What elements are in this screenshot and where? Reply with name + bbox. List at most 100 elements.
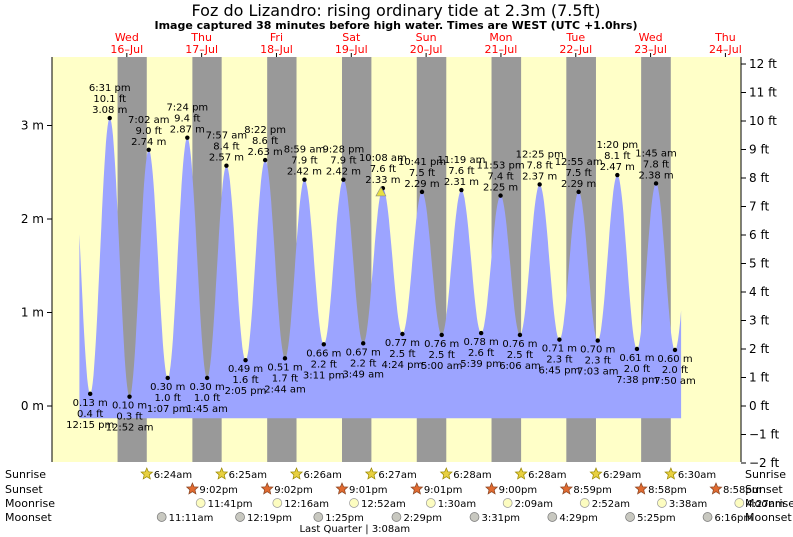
tide-ft-label: 2.2 ft [311, 359, 337, 370]
tide-ft-label: 7.6 ft [448, 166, 474, 177]
tide-point [400, 331, 405, 337]
tide-point [127, 394, 132, 399]
day-date: 17–Jul [185, 43, 218, 56]
sunset-icon [485, 482, 499, 495]
astro-rows: Sunrise Sunrise 6:24am 6:25am 6:26am 6:27am 6:… [5, 467, 793, 535]
right-tick-label: 11 ft [749, 86, 777, 100]
tide-time-label: 7:03 am [577, 367, 619, 378]
tide-point [634, 346, 640, 352]
sunset-icon [335, 482, 349, 495]
sunrise-time: 6:24am [154, 470, 192, 481]
tide-time-label: 5:00 am [421, 361, 463, 372]
tide-m-label: 0.71 m [542, 344, 577, 355]
tide-m-label: 0.78 m [464, 337, 499, 348]
moonrise-icon [502, 498, 513, 508]
tide-m-label: 2.29 m [404, 179, 439, 190]
left-tick-label: 0 m [21, 399, 44, 413]
tide-ft-label: 1.6 ft [232, 375, 258, 386]
tide-m-label: 0.51 m [267, 362, 302, 373]
tide-m-label: 2.25 m [483, 183, 518, 194]
day-date: 24–Jul [709, 43, 742, 56]
now-marker [375, 186, 387, 197]
right-tick-label: 3 ft [749, 314, 769, 328]
tide-ft-label: 7.5 ft [409, 168, 435, 179]
sunrise-time: 6:28am [453, 470, 491, 481]
sunrise-label-left: Sunrise [5, 468, 46, 481]
tide-point [185, 135, 190, 140]
day-name: Fri [270, 31, 283, 44]
tide-point [478, 330, 484, 336]
page-title: Foz do Lizandro: rising ordinary tide at… [192, 1, 601, 20]
tide-ft-label: 2.2 ft [350, 358, 376, 369]
tide-time-label: 5:39 pm [460, 359, 502, 370]
moonset-time: 5:25pm [637, 513, 676, 524]
tide-time-label: 1:20 pm [596, 140, 638, 151]
right-tick-label: 2 ft [749, 342, 769, 356]
tide-point [87, 391, 93, 397]
tide-point [537, 182, 542, 187]
tide-time-label: 11:53 pm [477, 161, 525, 172]
moonset-time: 4:29pm [559, 513, 598, 524]
moonset-icon [156, 512, 167, 522]
sunrise-time: 6:30am [678, 470, 716, 481]
sun-icon [589, 467, 603, 480]
tide-point [459, 187, 464, 193]
day-date: 18–Jul [260, 43, 293, 56]
day-name: Tue [565, 31, 585, 44]
moonrise-icon [349, 498, 359, 508]
day-name: Wed [115, 31, 139, 44]
moonrise-label-left: Moonrise [5, 497, 55, 510]
right-tick-label: 10 ft [749, 114, 777, 128]
tide-ft-label: 7.9 ft [330, 156, 356, 167]
header: Foz do Lizandro: rising ordinary tide at… [155, 1, 638, 32]
tide-ft-label: 8.6 ft [252, 136, 278, 147]
tide-time-label: 2:44 am [264, 384, 306, 395]
tide-time-label: 8:22 pm [244, 125, 286, 136]
tide-point [419, 189, 425, 195]
tide-ft-label: 9.0 ft [136, 126, 162, 137]
tide-point [146, 147, 151, 153]
moonrise-time: 3:38am [669, 499, 707, 510]
page-subtitle: Image captured 38 minutes before high wa… [155, 19, 638, 32]
sunset-time: 9:01pm [424, 485, 463, 496]
tide-m-label: 0.67 m [346, 347, 381, 358]
tide-point [653, 181, 659, 186]
tide-point [321, 342, 326, 347]
tide-point [224, 163, 229, 168]
tide-time-label: 12:25 pm [516, 149, 564, 160]
sunset-label-left: Sunset [5, 483, 43, 496]
sunset-icon [709, 482, 723, 495]
moonset-icon [391, 512, 402, 522]
right-tick-label: 9 ft [749, 143, 769, 157]
right-tick-label: −2 ft [749, 456, 780, 470]
tide-point [615, 172, 620, 178]
day-name: Sat [342, 31, 361, 44]
sunrise-time: 6:25am [229, 470, 267, 481]
tide-m-label: 0.76 m [424, 339, 459, 350]
sunset-time: 9:02pm [274, 485, 313, 496]
tide-time-label: 7:50 am [654, 376, 696, 387]
sunset-icon [185, 482, 199, 495]
moonrise-time: 11:41pm [208, 499, 253, 510]
tide-ft-label: 0.3 ft [116, 412, 142, 423]
right-tick-label: 4 ft [749, 285, 769, 299]
tide-m-label: 0.49 m [228, 364, 263, 375]
tide-ft-label: 1.7 ft [272, 373, 298, 384]
moonrise-time: 4:27am [746, 499, 784, 510]
tide-ft-label: 7.6 ft [370, 164, 396, 175]
day-date: 21–Jul [485, 43, 518, 56]
tide-time-label: 10:08 am [359, 153, 407, 164]
sunset-icon [410, 482, 424, 495]
sunset-time: 8:58pm [723, 485, 762, 496]
tide-time-label: 6:06 am [499, 361, 541, 372]
tide-point [204, 375, 210, 381]
tide-time-label: 8:59 am [284, 145, 326, 156]
tide-m-label: 0.61 m [619, 353, 654, 364]
sun-icon [439, 467, 453, 480]
tide-time-label: 6:45 pm [539, 366, 581, 377]
tide-time-label: 7:57 am [206, 131, 248, 142]
tide-point [165, 375, 170, 381]
day-date: 19–Jul [335, 43, 368, 56]
tide-point [672, 347, 678, 353]
